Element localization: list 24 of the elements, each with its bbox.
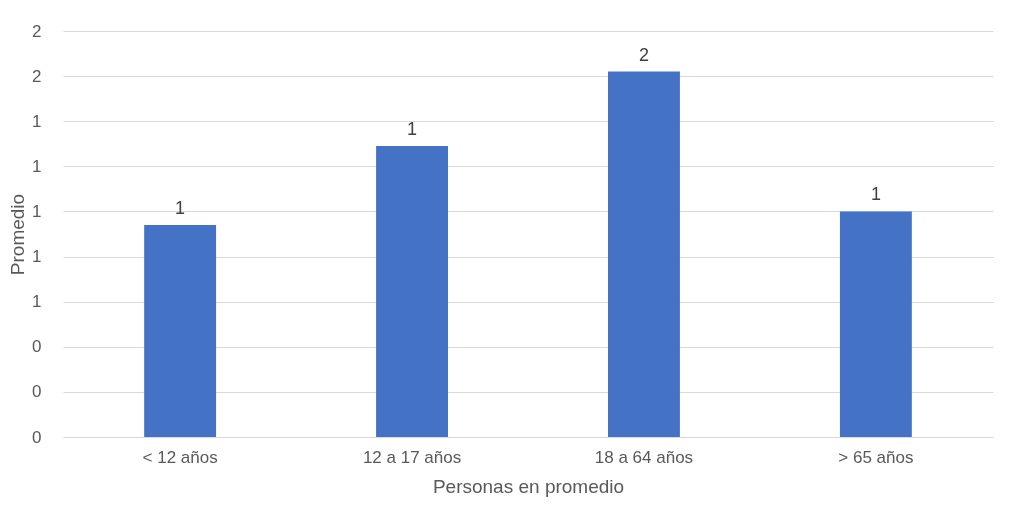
bar	[608, 71, 680, 437]
bar	[144, 224, 217, 437]
y-tick-label: 1	[32, 156, 42, 176]
y-axis-title: Promedio	[7, 193, 29, 276]
bar	[376, 146, 448, 437]
x-tick-label: > 65 años	[838, 447, 914, 467]
x-tick-label: < 12 años	[142, 447, 218, 467]
x-tick-label: 12 a 17 años	[362, 447, 462, 467]
data-label: 1	[175, 197, 186, 218]
y-tick-label: 0	[32, 427, 42, 447]
y-tick-label: 1	[32, 201, 42, 221]
y-tick-label: 0	[32, 337, 42, 357]
data-label: 2	[638, 44, 649, 65]
y-tick-label: 2	[32, 21, 42, 41]
data-label: 1	[407, 119, 418, 140]
y-tick-label: 1	[32, 292, 42, 312]
y-tick-label: 2	[32, 66, 42, 86]
x-axis-title: Personas en promedio	[432, 475, 625, 497]
y-tick-label: 1	[32, 111, 42, 131]
data-label: 1	[870, 184, 881, 205]
y-tick-label: 0	[32, 382, 42, 402]
bar	[839, 211, 912, 437]
x-tick-label: 18 a 64 años	[594, 447, 694, 467]
y-tick-label: 1	[32, 247, 42, 267]
